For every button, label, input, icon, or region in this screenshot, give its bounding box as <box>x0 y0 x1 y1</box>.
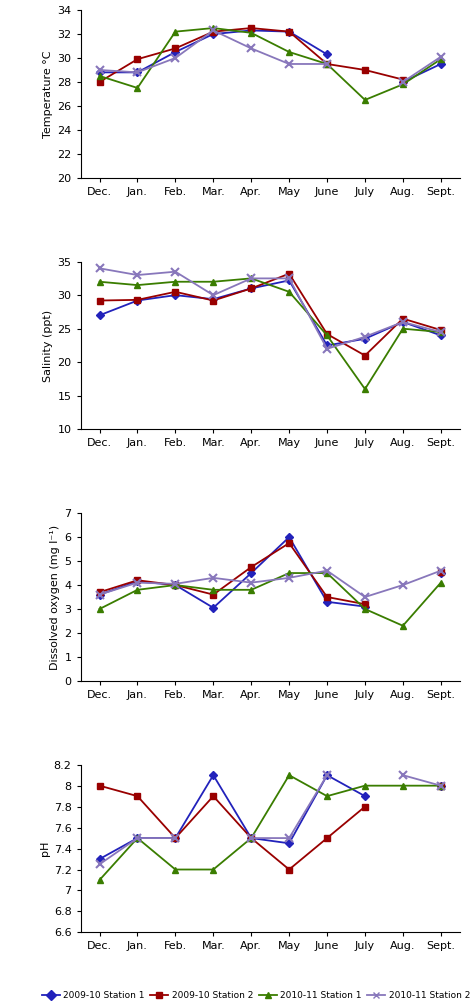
Y-axis label: Salinity (ppt): Salinity (ppt) <box>43 309 53 382</box>
Y-axis label: Temperature °C: Temperature °C <box>43 50 53 138</box>
Y-axis label: pH: pH <box>39 841 49 856</box>
Y-axis label: Dissolved oxygen (mg l⁻¹): Dissolved oxygen (mg l⁻¹) <box>50 524 60 669</box>
Legend: 2009-10 Station 1, 2009-10 Station 2, 2010-11 Station 1, 2010-11 Station 2: 2009-10 Station 1, 2009-10 Station 2, 20… <box>38 987 474 1004</box>
